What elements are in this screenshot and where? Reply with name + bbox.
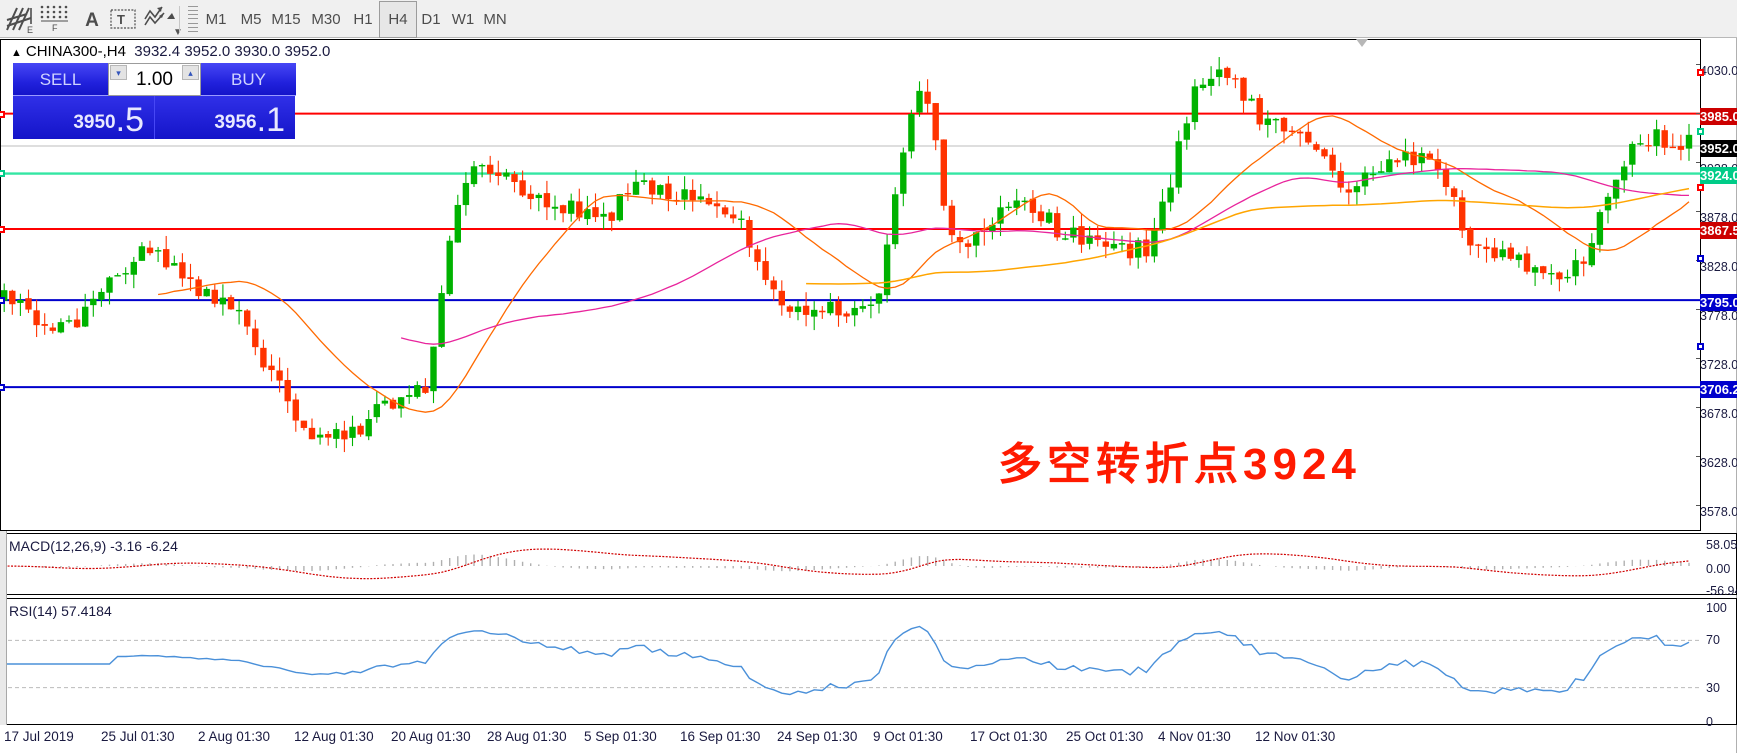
svg-text:T: T: [117, 12, 125, 27]
svg-text:E: E: [27, 25, 33, 34]
svg-text:F: F: [52, 23, 58, 33]
